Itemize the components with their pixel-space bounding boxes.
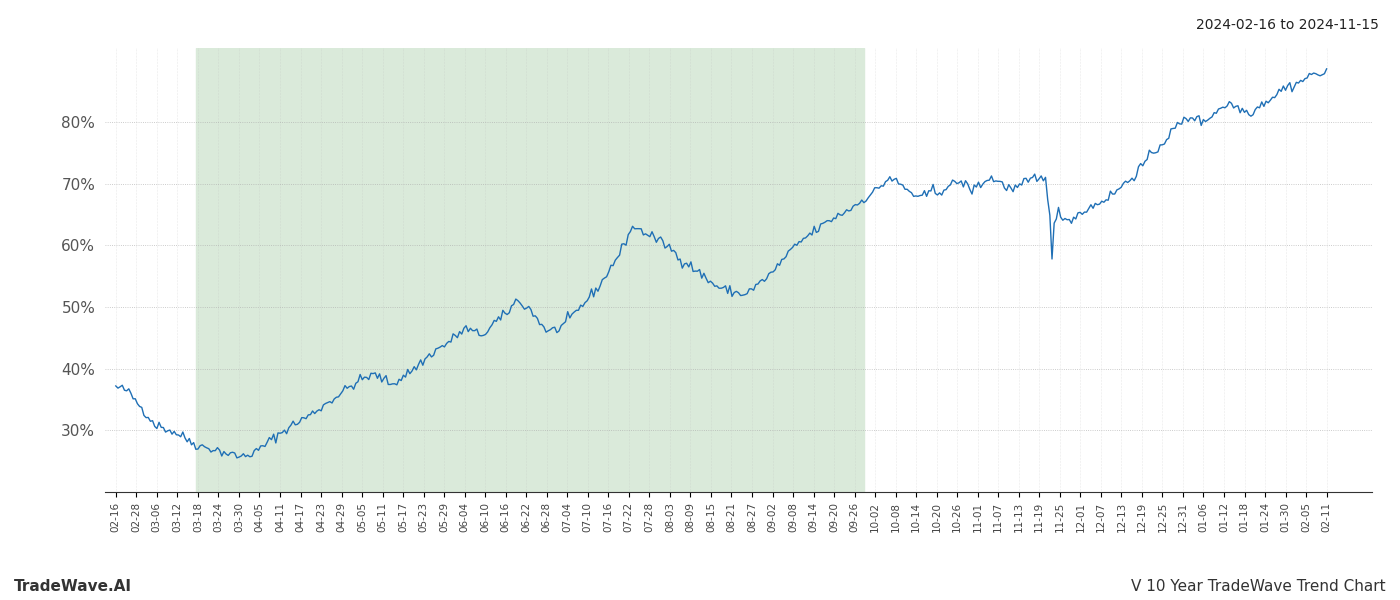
Bar bbox=[196, 48, 864, 492]
Text: TradeWave.AI: TradeWave.AI bbox=[14, 579, 132, 594]
Text: 2024-02-16 to 2024-11-15: 2024-02-16 to 2024-11-15 bbox=[1196, 18, 1379, 32]
Text: V 10 Year TradeWave Trend Chart: V 10 Year TradeWave Trend Chart bbox=[1131, 579, 1386, 594]
